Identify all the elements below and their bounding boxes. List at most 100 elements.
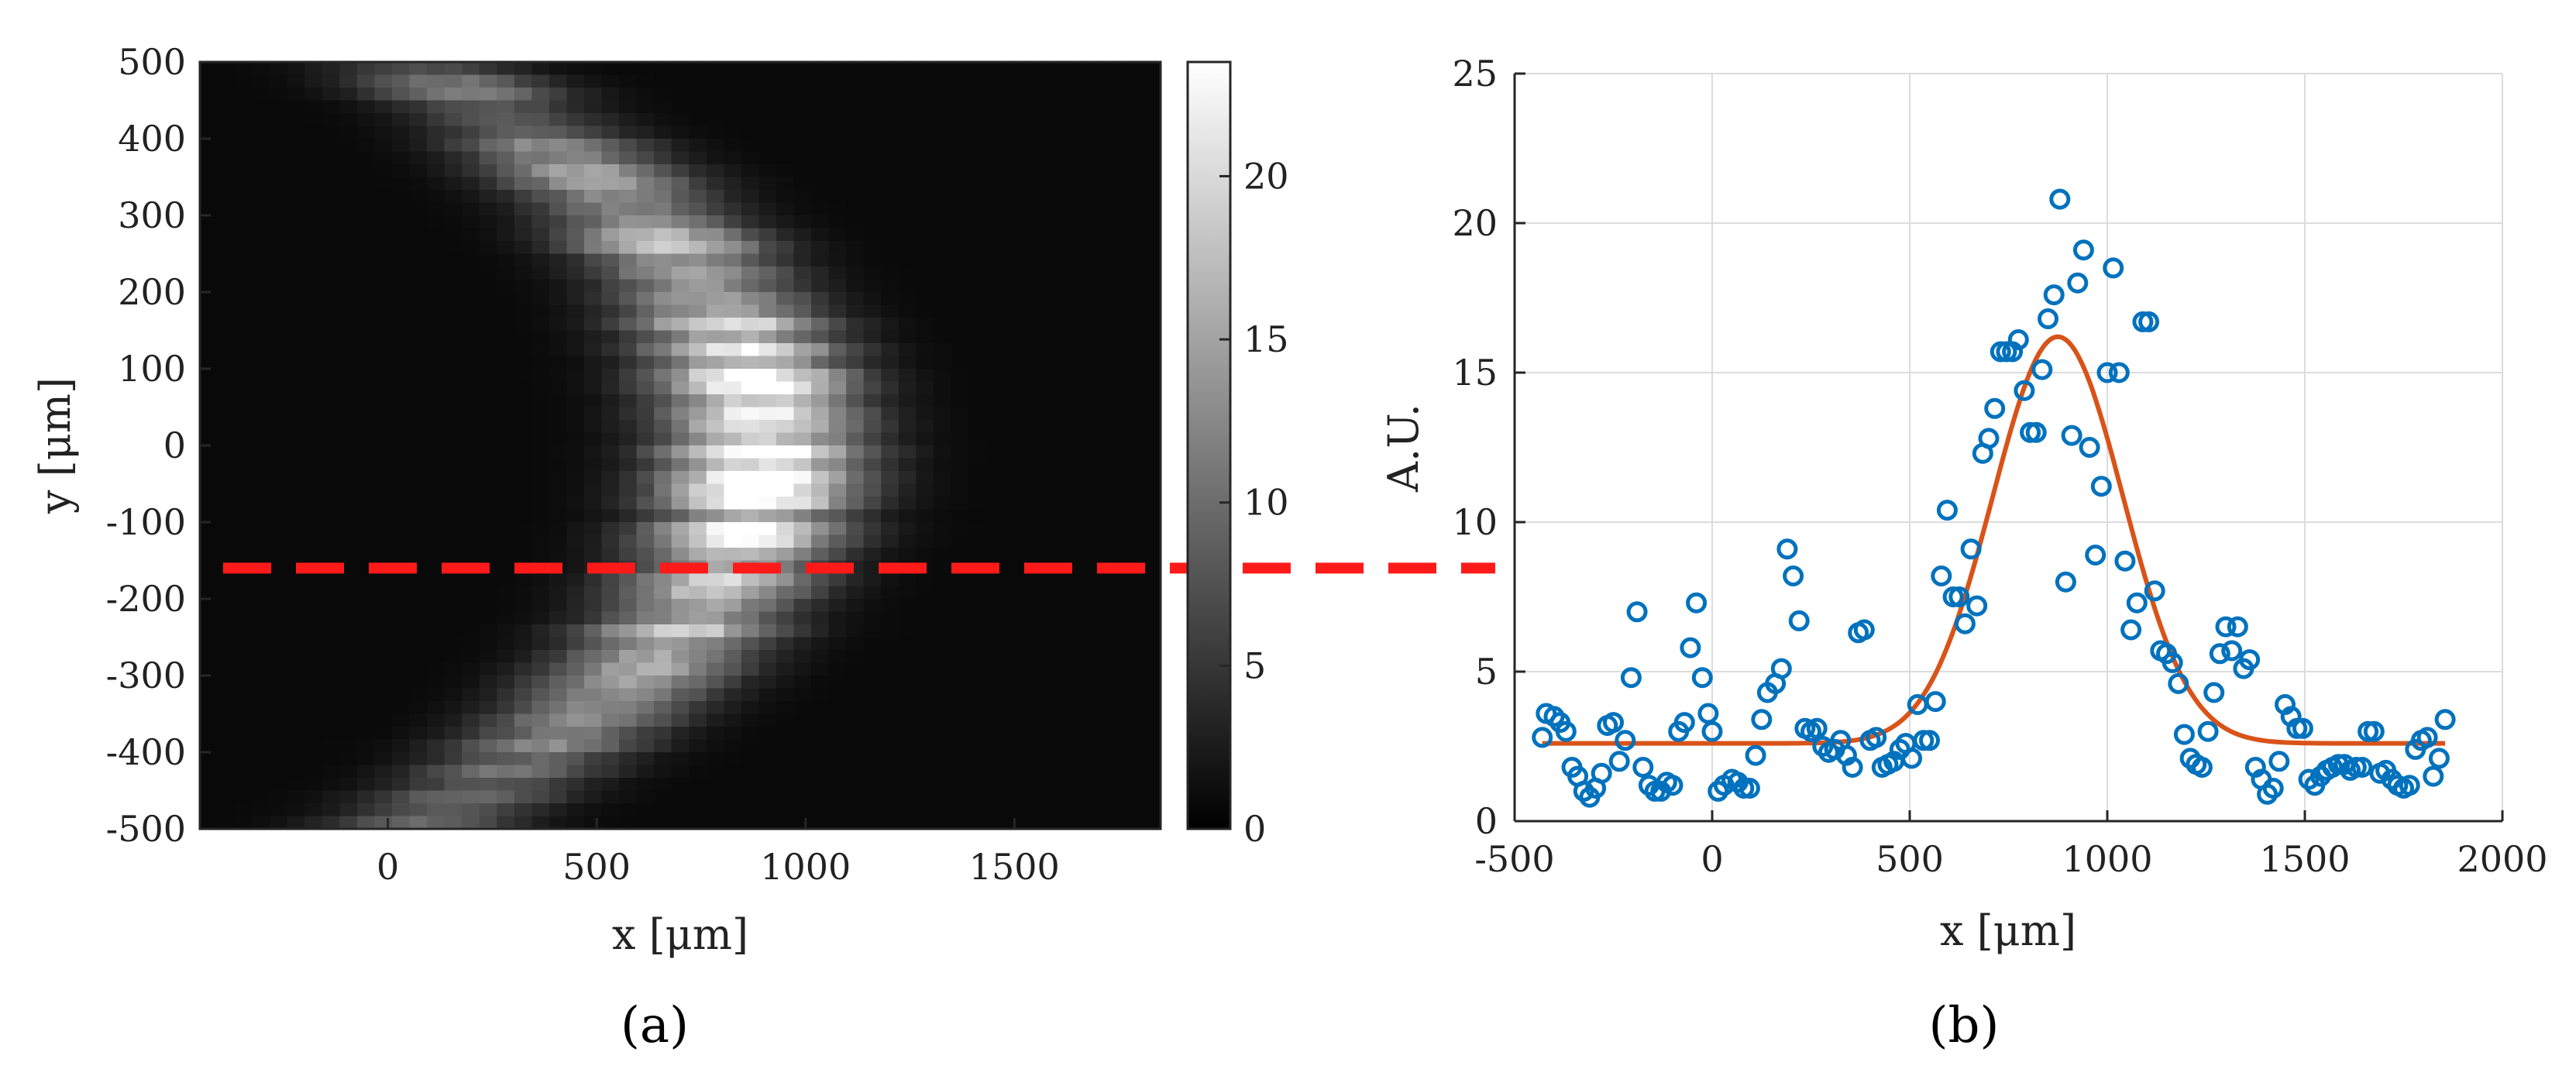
heatmap-cell [270,458,288,472]
heatmap-cell [531,483,550,497]
heatmap-cell [462,509,480,523]
heatmap-cell [811,432,830,446]
heatmap-cell [758,215,777,229]
heatmap-cell [374,662,393,676]
heatmap-cell [392,164,411,178]
heatmap-cell [1108,701,1126,715]
heatmap-cell [409,369,428,383]
heatmap-cell [898,139,917,153]
heatmap-cell [252,125,270,139]
heatmap-cell [846,190,865,204]
heatmap-cell [304,752,323,766]
heatmap-cell [462,394,480,408]
heatmap-cell [863,279,882,293]
heatmap-cell [776,535,795,548]
heatmap-cell [916,752,934,766]
heatmap-cell [1143,394,1161,408]
heatmap-cell [392,701,411,715]
heatmap-cell [497,662,515,676]
heatmap-cell [1108,113,1126,127]
heatmap-cell [514,611,533,625]
heatmap-cell [462,445,480,459]
heatmap-cell [689,611,707,625]
heatmap-cell [549,816,568,829]
heatmap-cell [270,100,288,114]
heatmap-cell [1143,637,1161,651]
heatmap-cell [951,701,969,715]
heatmap-cell [881,471,899,485]
heatmap-cell [1143,471,1161,485]
heatmap-cell [270,125,288,139]
heatmap-cell [881,586,899,600]
heatmap-cell [916,343,934,357]
heatmap-cell [304,599,323,613]
heatmap-cell [287,816,305,829]
heatmap-cell [444,624,463,638]
heatmap-cell [462,548,480,562]
heatmap-cell [741,662,760,676]
heatmap-cell [811,113,830,127]
heatmap-cell [339,190,358,204]
heatmap-cell [566,394,585,408]
heatmap-cell [479,177,497,191]
heatmap-cell [497,624,515,638]
heatmap-cell [916,74,934,88]
scatter-point [2049,188,2071,210]
heatmap-cell [1038,739,1057,753]
heatmap-cell [881,445,899,459]
heatmap-cell [933,790,952,804]
heatmap-cell [741,292,760,306]
heatmap-cell [898,713,917,727]
heatmap-cell [916,739,934,753]
heatmap-cell [252,241,270,255]
heatmap-cell [531,330,550,344]
heatmap-cell [724,688,742,702]
heatmap-cell [392,139,411,153]
heatmap-cell [828,228,847,242]
heatmap-cell [497,535,515,548]
heatmap-cell [497,304,515,318]
heatmap-cell [287,228,305,242]
heatmap-cell [566,688,585,702]
heatmap-cell [898,356,917,370]
heatmap-cell [287,765,305,779]
heatmap-cell [898,611,917,625]
heatmap-cell [531,765,550,779]
heatmap-cell [356,343,376,357]
heatmap-cell [793,330,812,344]
heatmap-cell [689,228,707,242]
heatmap-cell [462,356,480,370]
heatmap-cell [217,279,236,293]
heatmap-cell [270,573,288,587]
heatmap-cell [846,676,865,689]
heatmap-cell [200,177,218,191]
heatmap-cell [758,445,777,459]
heatmap-cell [671,292,690,306]
heatmap-cell [531,778,550,792]
heatmap-cell [619,599,638,613]
heatmap-cell [933,164,952,178]
heatmap-cell [916,548,934,562]
heatmap-cell [968,343,987,357]
heatmap-cell [549,624,568,638]
scatter-point [1783,566,1804,586]
heatmap-cell [1090,177,1109,191]
heatmap-cell [322,586,341,600]
heatmap-cell [776,151,795,165]
heatmap-cell [636,190,655,204]
heatmap-cell [968,151,987,165]
heatmap-cell [1143,586,1161,600]
heatmap-cell [846,292,865,306]
heatmap-cell [584,458,603,472]
heatmap-cell [724,292,742,306]
heatmap-cell [356,253,376,267]
heatmap-cell [811,713,830,727]
heatmap-cell [828,676,847,689]
heatmap-cell [339,752,358,766]
heatmap-cell [619,739,638,753]
heatmap-cell [217,483,236,497]
heatmap-cell [409,676,428,689]
heatmap-cell [549,471,568,485]
heatmap-cell [584,701,603,715]
heatmap-cell [985,292,1004,306]
